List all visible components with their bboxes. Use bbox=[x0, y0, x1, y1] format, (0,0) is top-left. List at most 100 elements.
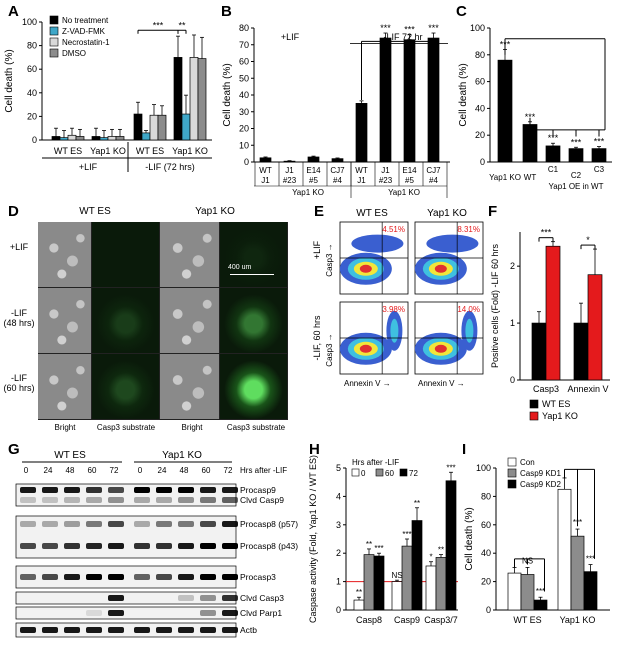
sig-label: ** bbox=[366, 540, 372, 549]
lane-label: 60 bbox=[88, 466, 97, 475]
group-label: Yap1 KO bbox=[388, 188, 420, 197]
micrograph-tile bbox=[38, 288, 91, 353]
x-tick-label: WT bbox=[259, 166, 272, 175]
y-axis-label: Cell death (%) bbox=[458, 63, 469, 126]
bar bbox=[189, 57, 199, 141]
y-tick-label: 80 bbox=[481, 491, 491, 501]
bar bbox=[99, 137, 109, 141]
col-label: WT ES bbox=[356, 208, 388, 219]
sig-label: *** bbox=[548, 133, 559, 143]
col-label: Yap1 KO bbox=[427, 208, 467, 219]
lane-label: 0 bbox=[138, 466, 143, 475]
panel-d-row-3: -LIF (60 hrs) bbox=[3, 373, 35, 393]
bar bbox=[355, 103, 368, 163]
panel-e-flow: WT ES Yap1 KO 4.51% 8.31% 3.98% 14.0% +LIF -LIF… bbox=[312, 208, 484, 388]
lane-label: 24 bbox=[158, 466, 167, 475]
condition-label: +LIF bbox=[79, 162, 98, 172]
y-tick-label: 60 bbox=[481, 520, 491, 530]
band bbox=[200, 487, 216, 493]
band bbox=[222, 521, 238, 527]
legend-label: Z-VAD-FMK bbox=[62, 27, 106, 36]
sig-label: *** bbox=[536, 587, 545, 596]
micrograph-tile bbox=[160, 288, 219, 353]
x-tick-label: Annexin V bbox=[567, 384, 608, 394]
lane-label: 72 bbox=[110, 466, 119, 475]
x-tick-label: C3 bbox=[594, 165, 605, 174]
x-tick-label: C1 bbox=[548, 165, 559, 174]
band bbox=[178, 595, 194, 601]
x-axis-label: Annexin V → bbox=[344, 379, 391, 388]
band bbox=[134, 574, 150, 580]
legend-label: Yap1 KO bbox=[542, 411, 578, 421]
y-axis-label: Casp3 → bbox=[325, 333, 334, 366]
band bbox=[222, 487, 238, 493]
band bbox=[156, 497, 172, 503]
x-tick-label: #4 bbox=[333, 176, 342, 185]
density-cloud bbox=[359, 264, 372, 273]
bar bbox=[363, 554, 375, 611]
band bbox=[86, 574, 102, 580]
legend-label: Casp9 KD2 bbox=[520, 480, 561, 489]
bar bbox=[403, 39, 416, 163]
x-tick-label: Casp9 bbox=[394, 615, 420, 625]
legend-swatch bbox=[49, 37, 59, 47]
y-axis-label: Cell death (%) bbox=[4, 49, 15, 112]
sig-label: *** bbox=[402, 530, 411, 539]
band bbox=[108, 497, 124, 503]
band bbox=[42, 497, 58, 503]
micrograph-tile bbox=[220, 288, 287, 353]
y-tick-label: 80 bbox=[27, 41, 37, 51]
bar bbox=[445, 480, 457, 611]
band bbox=[20, 497, 36, 503]
scale-bar bbox=[230, 274, 274, 275]
blot-label: Procasp8 (p57) bbox=[240, 519, 298, 529]
bar bbox=[587, 274, 603, 381]
bar bbox=[391, 581, 403, 611]
density-cloud bbox=[426, 234, 479, 253]
sig-label: NS bbox=[522, 556, 533, 565]
band bbox=[222, 497, 238, 503]
bar bbox=[545, 245, 561, 381]
band bbox=[134, 543, 150, 549]
y-tick-label: 100 bbox=[22, 17, 37, 27]
density-cloud bbox=[359, 344, 372, 353]
hrs-label: Hrs after -LIF bbox=[240, 466, 287, 475]
lane-label: 48 bbox=[66, 466, 75, 475]
micrograph-tile bbox=[160, 354, 219, 419]
band bbox=[134, 497, 150, 503]
band bbox=[134, 487, 150, 493]
sig-label: *** bbox=[380, 23, 391, 33]
band bbox=[64, 487, 80, 493]
band bbox=[200, 627, 216, 633]
panel-d-bottom-4: Casp3 substrate bbox=[226, 423, 286, 432]
x-tick-label: J1 bbox=[261, 176, 270, 185]
bar bbox=[157, 114, 167, 141]
bar bbox=[107, 136, 117, 141]
band bbox=[222, 595, 238, 601]
lane-label: 72 bbox=[224, 466, 233, 475]
panel-d-bottom-1: Bright bbox=[54, 423, 76, 432]
band bbox=[200, 610, 216, 616]
panel-label-g: G bbox=[8, 441, 20, 458]
x-tick-label: #4 bbox=[429, 176, 438, 185]
legend-label: Necrostatin-1 bbox=[62, 38, 110, 47]
sig-label: *** bbox=[586, 555, 595, 564]
micrograph-tile bbox=[220, 354, 287, 419]
bar bbox=[75, 136, 85, 141]
sig-label: * bbox=[429, 553, 432, 562]
band bbox=[42, 521, 58, 527]
band bbox=[64, 497, 80, 503]
x-tick-label: #23 bbox=[379, 176, 393, 185]
percent-label: 14.0% bbox=[457, 305, 480, 314]
group-label: WT ES bbox=[54, 146, 82, 156]
x-tick-label: E14 bbox=[402, 166, 417, 175]
blot-label: Procasp8 (p43) bbox=[240, 541, 298, 551]
legend-swatch bbox=[529, 411, 539, 421]
band bbox=[86, 610, 102, 616]
legend-swatch bbox=[507, 457, 517, 467]
y-axis-label: Caspase activity (Fold, Yap1 KO / WT ES) bbox=[308, 455, 318, 623]
legend-label: DMSO bbox=[62, 49, 86, 58]
band bbox=[42, 543, 58, 549]
bar bbox=[568, 148, 584, 163]
y-axis-label: Cell death (%) bbox=[222, 63, 233, 126]
